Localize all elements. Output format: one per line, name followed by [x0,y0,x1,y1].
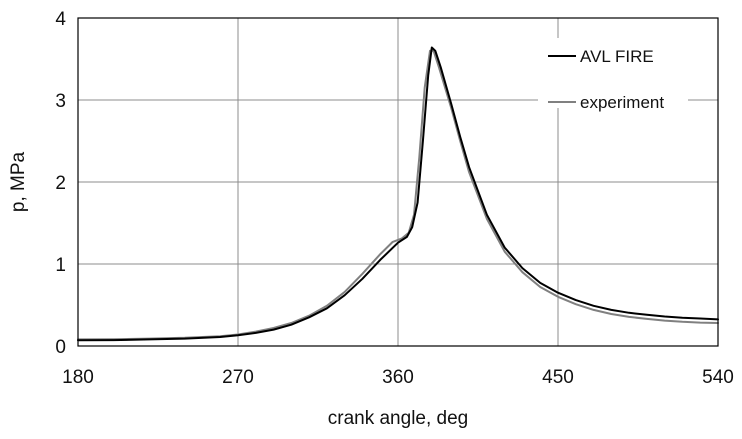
series-layer [77,46,719,342]
legend-label-experiment: experiment [580,93,664,112]
legend-background [538,38,688,108]
legend-label-avl-fire: AVL FIRE [580,47,654,66]
x-tick-label: 360 [382,367,414,388]
y-tick-label: 3 [55,91,66,112]
y-tick-label: 1 [55,255,66,276]
y-tick-label: 4 [55,9,66,30]
x-tick-label: 180 [62,367,94,388]
y-tick-label: 2 [55,173,66,194]
x-tick-label: 270 [222,367,254,388]
x-tick-label: 540 [702,367,734,388]
series-line-avl-fire [77,46,719,342]
x-tick-label: 450 [542,367,574,388]
plot-area-border [77,17,719,347]
y-axis-title: p, MPa [8,151,29,212]
tick-labels: 180 270 360 450 540 0 1 2 3 4 [55,9,733,388]
x-axis-title: crank angle, deg [328,408,469,429]
y-tick-label: 0 [55,337,66,358]
series-line-experiment [77,49,719,341]
legend: AVL FIRE experiment [538,38,688,112]
